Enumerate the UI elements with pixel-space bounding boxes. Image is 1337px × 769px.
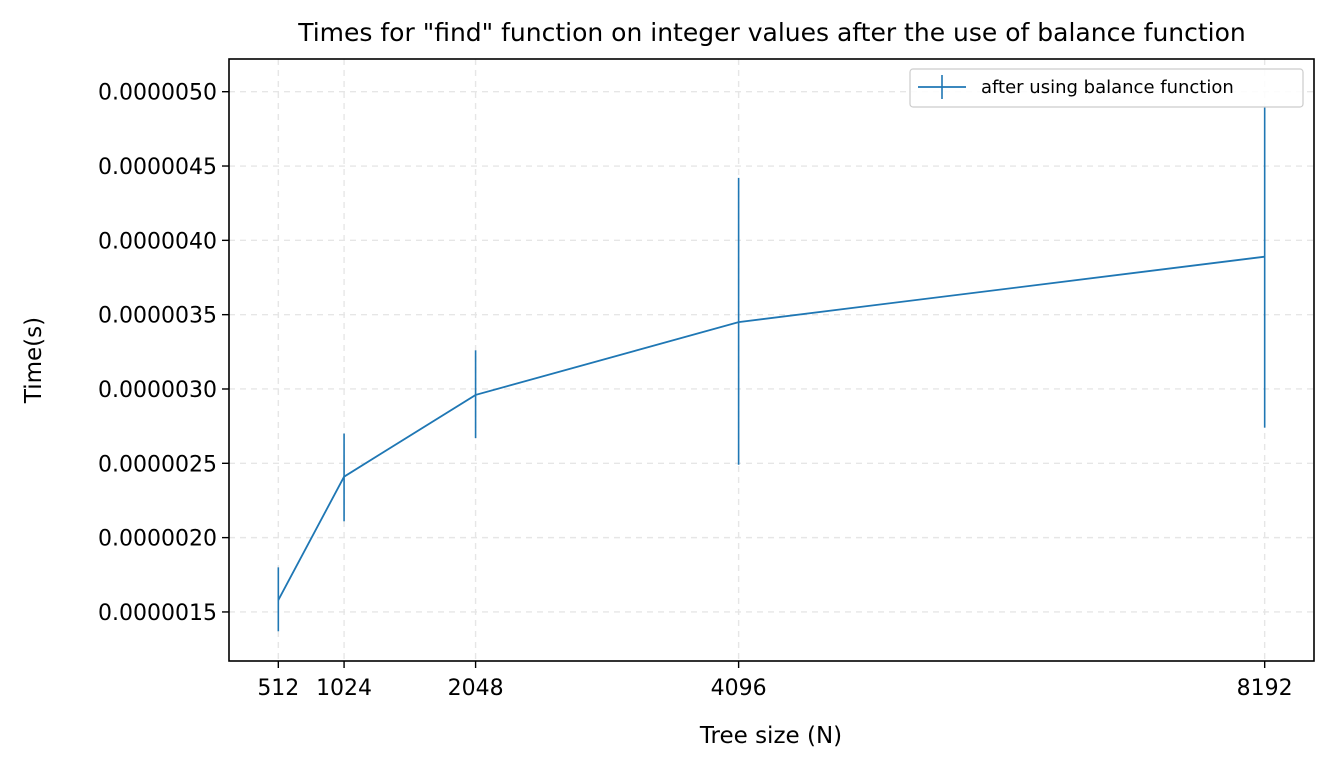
x-tick-label: 512	[257, 676, 299, 701]
y-tick-label: 0.0000015	[98, 601, 217, 626]
legend-box	[909, 68, 1304, 108]
axis-ticks: 512 1024 2048 4096 8192 0.0000015 0.0000020 0.0…	[98, 81, 1293, 701]
x-axis-label: Tree size (N)	[699, 723, 842, 749]
plot-frame	[228, 58, 1315, 662]
legend: after using balance function	[909, 68, 1304, 108]
y-tick-label: 0.0000025	[98, 452, 217, 477]
y-tick-label: 0.0000020	[98, 527, 217, 552]
y-tick-label: 0.0000045	[98, 155, 217, 180]
series-line	[277, 255, 1265, 601]
y-tick-label: 0.0000035	[98, 304, 217, 329]
legend-entry-label: after using balance function	[981, 77, 1234, 98]
x-tick-label: 8192	[1237, 676, 1293, 701]
y-tick-label: 0.0000050	[98, 81, 217, 106]
series-layer	[277, 106, 1266, 632]
y-tick-label: 0.0000030	[98, 378, 217, 403]
grid	[229, 59, 1314, 661]
y-tick-label: 0.0000040	[98, 229, 217, 254]
y-axis-label: Time(s)	[21, 317, 47, 404]
x-tick-label: 2048	[448, 676, 504, 701]
x-tick-label: 1024	[316, 676, 372, 701]
chart-title: Times for "find" function on integer val…	[297, 18, 1246, 47]
x-tick-label: 4096	[711, 676, 767, 701]
